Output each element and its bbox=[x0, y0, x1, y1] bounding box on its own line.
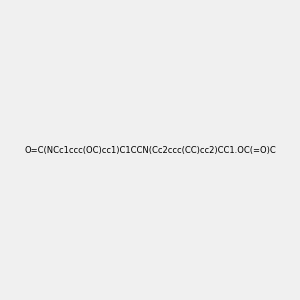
Text: O=C(NCc1ccc(OC)cc1)C1CCN(Cc2ccc(CC)cc2)CC1.OC(=O)C: O=C(NCc1ccc(OC)cc1)C1CCN(Cc2ccc(CC)cc2)C… bbox=[24, 146, 276, 154]
